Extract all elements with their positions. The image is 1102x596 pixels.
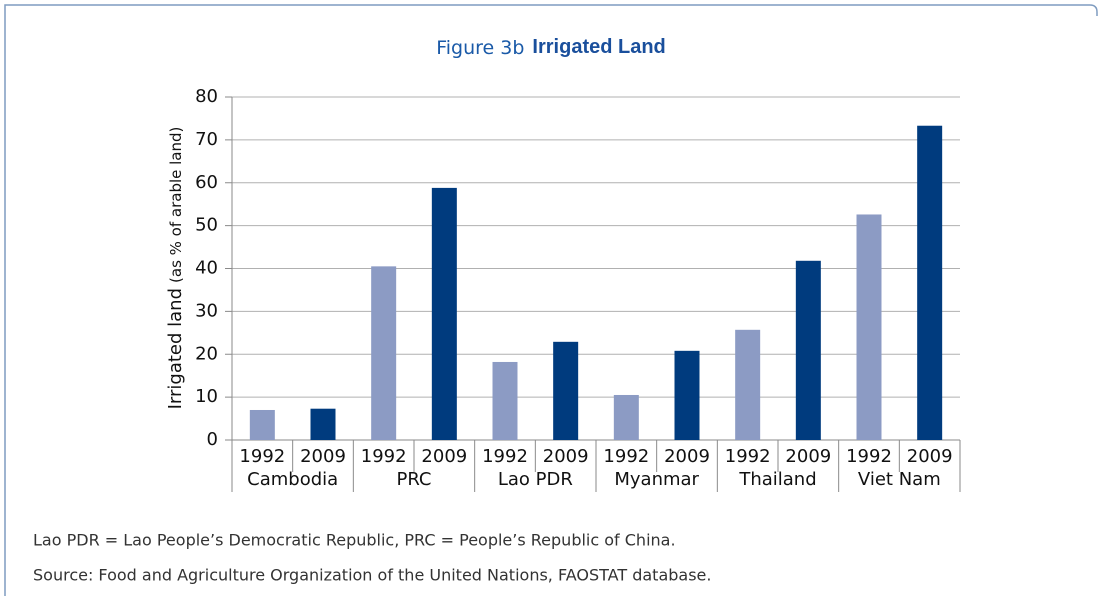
chart-title: Figure 3b Irrigated Land	[436, 36, 666, 58]
figure-label: Figure 3b	[436, 37, 524, 59]
bar	[613, 394, 639, 440]
x-sub-label: 2009	[543, 446, 589, 467]
y-tick-label: 70	[195, 129, 218, 150]
bar	[917, 125, 943, 440]
y-tick-label: 20	[195, 343, 218, 364]
x-sub-label: 1992	[361, 446, 407, 467]
x-tick-label: Viet Nam	[858, 469, 941, 490]
bar	[310, 408, 336, 440]
y-tick-label: 50	[195, 215, 218, 236]
source-note: Source: Food and Agriculture Organizatio…	[33, 566, 711, 585]
x-sub-label: 2009	[421, 446, 467, 467]
x-tick-label: Thailand	[738, 469, 816, 490]
x-tick-label: Cambodia	[247, 469, 338, 490]
note: Lao PDR = Lao People’s Democratic Republ…	[33, 531, 676, 550]
bar	[856, 214, 882, 440]
frame	[4, 4, 1098, 596]
x-sub-label: 2009	[907, 446, 953, 467]
bar	[735, 329, 761, 440]
y-tick-label: 80	[195, 86, 218, 107]
x-sub-label: 1992	[239, 446, 285, 467]
x-sub-label: 2009	[785, 446, 831, 467]
x-sub-label: 1992	[603, 446, 649, 467]
y-tick-label: 0	[207, 429, 218, 450]
bar	[431, 187, 457, 440]
bar	[249, 409, 275, 440]
y-label-unit: (as % of arable land)	[167, 127, 185, 283]
bar	[795, 260, 821, 440]
bar	[553, 341, 579, 440]
y-tick-label: 10	[195, 386, 218, 407]
x-sub-label: 1992	[725, 446, 771, 467]
x-sub-label: 2009	[300, 446, 346, 467]
bar	[492, 361, 518, 440]
x-sub-label: 1992	[846, 446, 892, 467]
x-sub-label: 1992	[482, 446, 528, 467]
x-tick-label: Myanmar	[614, 469, 699, 490]
y-tick-label: 40	[195, 258, 218, 279]
bar	[674, 350, 700, 440]
x-tick-label: PRC	[396, 469, 431, 490]
y-tick-label: 30	[195, 300, 218, 321]
y-tick-label: 60	[195, 172, 218, 193]
x-sub-label: 2009	[664, 446, 710, 467]
x-tick-label: Lao PDR	[498, 469, 573, 490]
title-text: Irrigated Land	[532, 36, 665, 58]
y-label-main: Irrigated land	[165, 288, 186, 409]
bar	[371, 266, 397, 440]
y-axis-label: Irrigated land (as % of arable land)	[165, 127, 186, 410]
